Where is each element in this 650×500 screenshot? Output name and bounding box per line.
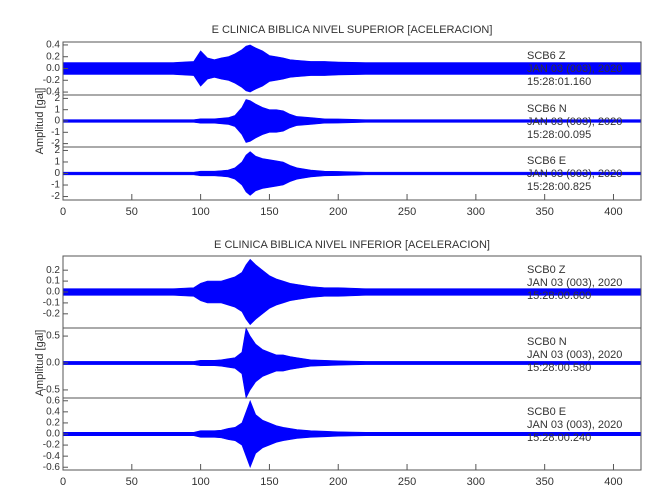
y-tick-label: 0.2 bbox=[46, 418, 60, 429]
y-tick-label: 0 bbox=[54, 168, 60, 179]
y-tick-label: 0.0 bbox=[46, 429, 60, 440]
y-tick-label: 0.2 bbox=[46, 265, 60, 276]
y-axis-label: Amplitud [gal] bbox=[34, 330, 46, 397]
x-tick-label: 300 bbox=[467, 206, 485, 218]
y-tick-label: 1 bbox=[54, 157, 60, 168]
y-tick-label: -0.4 bbox=[43, 87, 61, 98]
y-tick-label: 0.0 bbox=[46, 63, 60, 74]
trace-station: SCB6 Z bbox=[527, 50, 566, 62]
y-tick-label: -1 bbox=[51, 127, 60, 138]
trace-time: 15:28:00.095 bbox=[527, 129, 591, 141]
x-tick-label: 0 bbox=[60, 476, 66, 488]
x-tick-label: 350 bbox=[535, 206, 553, 218]
y-tick-label: -0.2 bbox=[43, 75, 61, 86]
trace-time: 15:28:00.600 bbox=[527, 290, 591, 302]
trace-station: SCB0 N bbox=[527, 336, 567, 348]
trace-station: SCB6 N bbox=[527, 103, 567, 115]
x-tick-label: 400 bbox=[604, 206, 622, 218]
x-tick-label: 150 bbox=[260, 476, 278, 488]
x-tick-label: 200 bbox=[329, 206, 347, 218]
y-tick-label: -0.1 bbox=[43, 298, 61, 309]
y-tick-label: 0.4 bbox=[46, 40, 60, 51]
trace-time: 15:28:00.240 bbox=[527, 432, 591, 444]
y-tick-label: 2 bbox=[54, 93, 60, 104]
trace-station: SCB6 E bbox=[527, 155, 566, 167]
x-tick-label: 50 bbox=[126, 206, 138, 218]
y-tick-label: -1 bbox=[51, 180, 60, 191]
trace-date: JAN 03 (003), 2020 bbox=[527, 349, 622, 361]
y-tick-label: 0.2 bbox=[46, 51, 60, 62]
trace-date: JAN 03 (003), 2020 bbox=[527, 419, 622, 431]
trace-date: JAN 03 (003), 2020 bbox=[527, 116, 622, 128]
trace-station: SCB0 E bbox=[527, 406, 566, 418]
y-tick-label: 2 bbox=[54, 145, 60, 156]
x-tick-label: 100 bbox=[191, 476, 209, 488]
y-tick-label: 0.6 bbox=[46, 395, 60, 406]
y-tick-label: -2 bbox=[51, 138, 60, 149]
x-tick-label: 350 bbox=[535, 476, 553, 488]
y-tick-label: -0.5 bbox=[43, 385, 61, 396]
y-tick-label: -0.2 bbox=[43, 308, 61, 319]
y-tick-label: -0.2 bbox=[43, 440, 61, 451]
chart-title: E CLINICA BIBLICA NIVEL SUPERIOR [ACELER… bbox=[212, 24, 493, 36]
y-tick-label: 0.5 bbox=[46, 331, 60, 342]
y-tick-label: 0 bbox=[54, 116, 60, 127]
x-tick-label: 250 bbox=[398, 476, 416, 488]
x-tick-label: 250 bbox=[398, 206, 416, 218]
x-tick-label: 300 bbox=[467, 476, 485, 488]
x-tick-label: 100 bbox=[191, 206, 209, 218]
trace-time: 15:28:00.580 bbox=[527, 362, 591, 374]
trace-date: JAN 03 (003), 2020 bbox=[527, 63, 622, 75]
y-tick-label: 0.1 bbox=[46, 276, 60, 287]
trace-time: 15:28:00.825 bbox=[527, 181, 591, 193]
y-tick-label: 0.4 bbox=[46, 406, 60, 417]
x-tick-label: 50 bbox=[126, 476, 138, 488]
x-tick-label: 0 bbox=[60, 206, 66, 218]
chart-title: E CLINICA BIBLICA NIVEL INFERIOR [ACELER… bbox=[214, 239, 490, 251]
y-tick-label: -0.4 bbox=[43, 451, 61, 462]
x-tick-label: 400 bbox=[604, 476, 622, 488]
trace-station: SCB0 Z bbox=[527, 264, 566, 276]
y-axis-label: Amplitud [gal] bbox=[34, 88, 46, 155]
trace-time: 15:28:01.160 bbox=[527, 76, 591, 88]
x-tick-label: 150 bbox=[260, 206, 278, 218]
x-tick-label: 200 bbox=[329, 476, 347, 488]
y-tick-label: 0.0 bbox=[46, 358, 60, 369]
trace-date: JAN 03 (003), 2020 bbox=[527, 277, 622, 289]
trace-date: JAN 03 (003), 2020 bbox=[527, 168, 622, 180]
y-tick-label: -2 bbox=[51, 191, 60, 202]
y-tick-label: 0.0 bbox=[46, 287, 60, 298]
y-tick-label: 1 bbox=[54, 104, 60, 115]
y-tick-label: -0.6 bbox=[43, 462, 61, 473]
